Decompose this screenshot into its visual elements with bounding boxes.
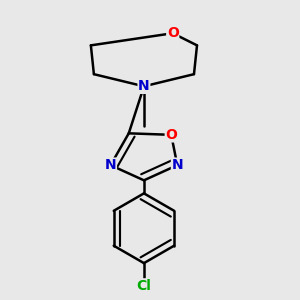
Text: Cl: Cl [136, 279, 152, 293]
Text: N: N [138, 79, 150, 93]
Text: N: N [105, 158, 116, 172]
Text: O: O [167, 26, 179, 40]
Text: N: N [172, 158, 183, 172]
Text: O: O [165, 128, 177, 142]
